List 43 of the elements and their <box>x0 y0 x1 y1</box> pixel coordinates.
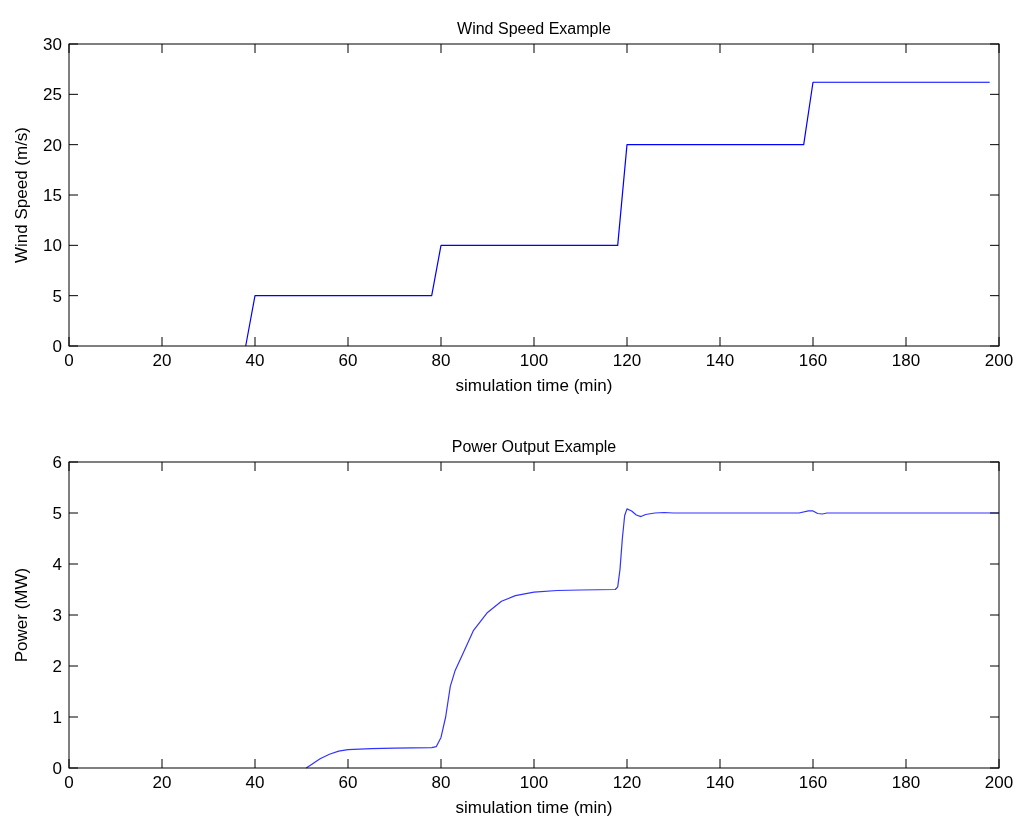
x-tick-label: 0 <box>64 351 74 370</box>
x-tick-label: 20 <box>152 773 172 792</box>
y-tick-label: 1 <box>52 708 62 727</box>
y-tick-label: 4 <box>52 555 62 574</box>
x-tick-label: 180 <box>891 773 921 792</box>
x-tick-label: 160 <box>798 351 828 370</box>
x-tick-label: 140 <box>705 351 735 370</box>
x-tick-label: 120 <box>612 773 642 792</box>
y-tick-label: 3 <box>52 606 62 625</box>
y-tick-label: 0 <box>52 337 62 356</box>
chart-title: Power Output Example <box>451 438 617 455</box>
x-tick-label: 100 <box>519 351 549 370</box>
x-tick-label: 180 <box>891 351 921 370</box>
x-axis-title: simulation time (min) <box>455 798 613 817</box>
y-tick-label: 25 <box>43 85 62 105</box>
x-tick-label: 80 <box>431 351 451 370</box>
y-tick-label: 30 <box>43 35 62 54</box>
x-tick-label: 160 <box>798 773 828 792</box>
y-tick-label: 5 <box>52 286 62 306</box>
x-tick-label: 40 <box>245 351 265 370</box>
x-tick-label: 0 <box>64 773 74 792</box>
y-axis-title: Power (MW) <box>12 567 31 663</box>
x-tick-label: 200 <box>984 773 1014 792</box>
line-series <box>245 81 991 347</box>
x-tick-label: 60 <box>338 351 358 370</box>
y-tick-label: 6 <box>52 453 62 472</box>
y-tick-label: 5 <box>52 504 62 523</box>
x-tick-label: 40 <box>245 773 265 792</box>
y-tick-label: 2 <box>52 657 62 676</box>
x-tick-label: 200 <box>984 351 1014 370</box>
x-tick-label: 20 <box>152 351 172 370</box>
x-tick-label: 100 <box>519 773 549 792</box>
y-axis-title: Wind Speed (m/s) <box>12 126 31 264</box>
x-tick-label: 140 <box>705 773 735 792</box>
y-tick-label: 15 <box>43 186 62 205</box>
y-tick-label: 10 <box>43 236 62 256</box>
chart-title: Wind Speed Example <box>457 20 612 37</box>
x-tick-label: 120 <box>612 351 642 370</box>
x-axis-title: simulation time (min) <box>455 376 613 395</box>
x-tick-label: 60 <box>338 773 358 792</box>
y-tick-label: 20 <box>43 135 62 155</box>
y-tick-label: 0 <box>52 759 62 778</box>
x-tick-label: 80 <box>431 773 451 792</box>
